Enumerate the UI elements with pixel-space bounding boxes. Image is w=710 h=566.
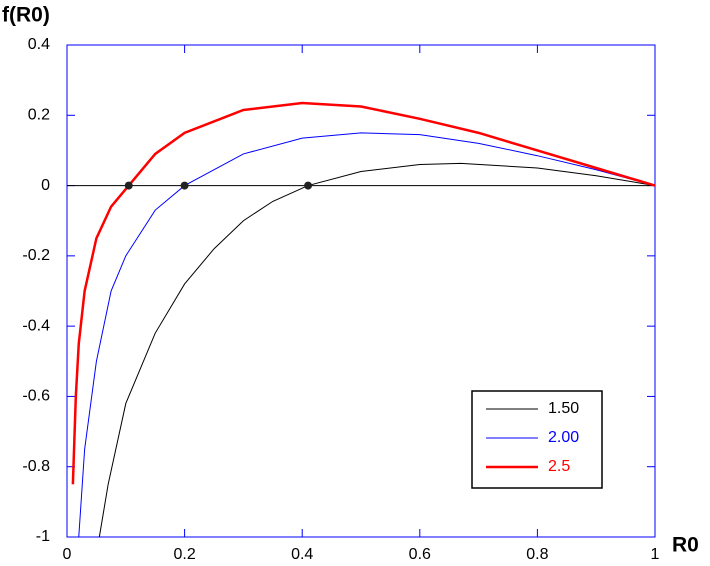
y-tick-label: 0.2 [28,107,50,124]
y-axis-label: f(R0) [2,4,50,27]
y-tick-label: -0.6 [22,388,50,405]
x-tick-label: 0 [63,546,72,563]
series-line [71,101,656,485]
root-point [304,181,313,190]
y-tick-label: -0.2 [22,247,50,264]
y-tick-label: -0.8 [22,458,50,475]
y-tick-label: 0.4 [28,36,50,53]
root-point [124,181,133,190]
legend-label: 1.50 [548,400,579,417]
x-tick-label: 0.2 [173,546,195,563]
plot-frame [66,44,656,538]
x-axis-label: R0 [672,534,699,557]
series-line [98,162,656,538]
y-tick-label: -1 [36,528,50,545]
y-tick-label: 0 [41,177,50,194]
x-tick-label: 0.8 [526,546,548,563]
series-line [78,132,656,538]
y-tick-label: -0.4 [22,317,50,334]
legend-label: 2.5 [548,458,570,475]
root-point [180,181,189,190]
x-tick-label: 1 [651,546,660,563]
legend-box [471,390,603,489]
x-tick-label: 0.4 [291,546,313,563]
legend-label: 2.00 [548,429,579,446]
x-tick-label: 0.6 [409,546,431,563]
